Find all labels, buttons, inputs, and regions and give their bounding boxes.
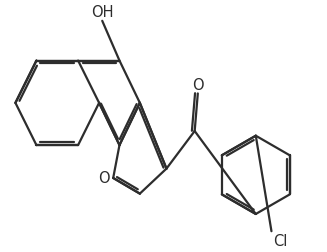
Text: OH: OH (91, 5, 113, 20)
Text: Cl: Cl (273, 233, 287, 248)
Text: O: O (98, 171, 110, 186)
Text: O: O (192, 78, 204, 92)
